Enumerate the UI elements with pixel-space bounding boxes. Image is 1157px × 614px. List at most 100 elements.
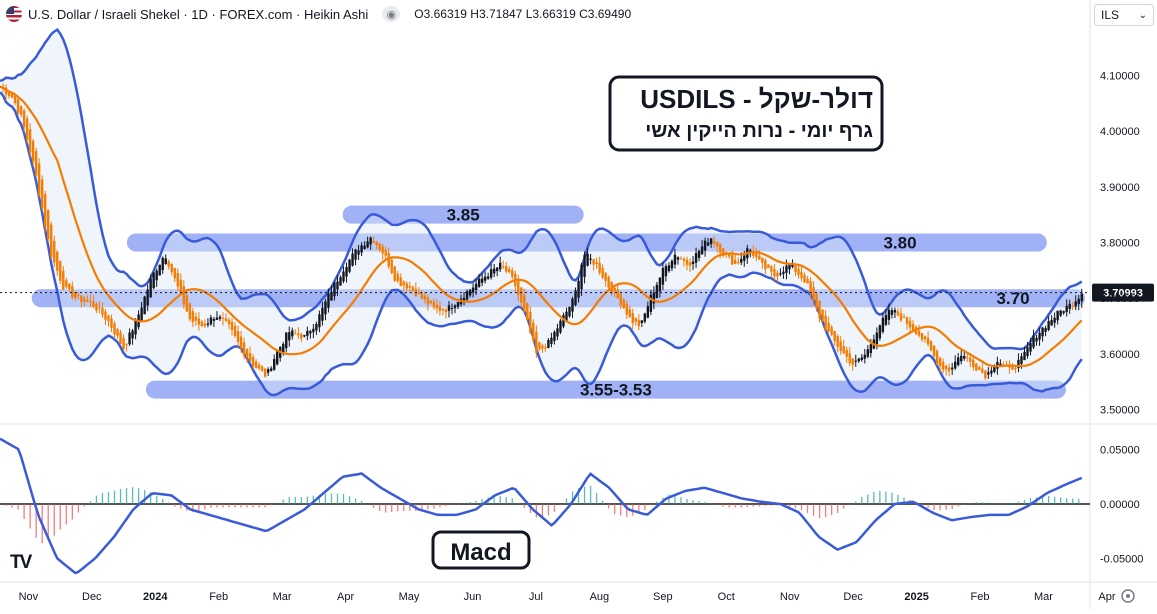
price-tick-label: 3.90000 — [1100, 182, 1140, 194]
candle-body — [1068, 303, 1071, 309]
candle-body — [631, 313, 634, 324]
candle-body — [896, 311, 900, 316]
candle-body — [194, 316, 198, 321]
candle-body — [474, 283, 478, 291]
candle-body — [339, 277, 342, 286]
time-tick-label: Sep — [653, 591, 673, 603]
candle-body — [360, 245, 363, 253]
candle-body — [1077, 298, 1080, 304]
candle-body — [342, 271, 345, 282]
visibility-toggle-icon[interactable]: ◉ — [382, 6, 401, 22]
tradingview-logo: TV — [10, 552, 32, 573]
candle-body — [77, 294, 80, 296]
candle-body — [68, 283, 71, 290]
candle-body — [291, 330, 294, 337]
level-labels: 3.85 3.80 3.70 3.55-3.53 — [447, 206, 1030, 400]
candle-body — [616, 289, 619, 299]
price-tick-label: 4.00000 — [1100, 126, 1140, 138]
candle-body — [1062, 311, 1065, 314]
candle-body — [963, 356, 966, 359]
candle-body — [517, 279, 520, 295]
candle-body — [408, 286, 412, 288]
candle-body — [369, 237, 372, 245]
candle-body — [628, 309, 631, 317]
candle-body — [423, 295, 427, 300]
last-price-label: 3.70993 — [1103, 288, 1143, 300]
candle-body — [327, 293, 330, 308]
candle-body — [167, 261, 170, 267]
candle-body — [990, 370, 993, 374]
candle-body — [95, 304, 98, 311]
candle-body — [86, 300, 89, 302]
currency-selector[interactable]: ILS ⌄ — [1094, 4, 1154, 26]
candle-body — [752, 251, 755, 256]
candle-body — [505, 266, 508, 272]
candle-body — [577, 280, 580, 298]
candle-body — [200, 321, 204, 326]
candle-body — [589, 258, 592, 260]
chevron-down-icon: ⌄ — [1138, 9, 1147, 21]
time-tick-label: Feb — [971, 591, 990, 603]
candle-body — [59, 261, 62, 281]
candle-body — [71, 286, 74, 298]
candle-body — [848, 353, 851, 364]
time-tick-label: Mar — [273, 591, 292, 603]
candle-body — [667, 265, 671, 272]
candle-body — [65, 280, 68, 287]
candle-body — [652, 292, 656, 304]
candle-body — [402, 281, 405, 286]
candle-body — [465, 291, 469, 300]
candle-body — [218, 316, 222, 319]
candle-body — [348, 259, 351, 272]
candle-body — [800, 271, 803, 279]
candle-body — [227, 319, 231, 325]
candle-body — [550, 337, 553, 344]
candle-body — [776, 272, 779, 277]
candle-body — [107, 315, 110, 322]
level-label: 3.70 — [996, 289, 1029, 308]
ohlc-readout: O3.66319 H3.71847 L3.66319 C3.69490 — [414, 7, 632, 21]
time-tick-label: Dec — [843, 591, 863, 603]
candle-body — [854, 360, 857, 362]
candle-body — [80, 295, 83, 303]
candle-body — [1020, 356, 1023, 364]
macd-line — [0, 437, 1083, 575]
candle-body — [661, 267, 665, 285]
candle-body — [1065, 305, 1068, 313]
candle-body — [788, 264, 791, 270]
candle-body — [740, 258, 743, 263]
upper-band-line — [0, 28, 1083, 351]
symbol-title[interactable]: U.S. Dollar / Israeli Shekel · 1D · FORE… — [28, 6, 369, 22]
candle-body — [532, 322, 535, 341]
candle-body — [785, 265, 788, 273]
candle-body — [182, 286, 186, 305]
candle-body — [92, 301, 95, 307]
candle-body — [224, 318, 228, 321]
candle-body — [345, 267, 348, 277]
candle-body — [285, 332, 288, 349]
settings-gear-icon[interactable] — [1121, 589, 1135, 603]
candle-body — [1071, 306, 1074, 308]
candle-body — [276, 351, 279, 365]
candle-body — [233, 325, 237, 337]
candle-body — [676, 257, 680, 260]
level-bands — [31, 205, 1085, 399]
candle-body — [905, 317, 909, 325]
title-line-2: גרף יומי - נרות הייקין אשי — [645, 120, 873, 142]
candle-body — [420, 293, 424, 299]
candle-body — [429, 301, 433, 304]
candle-body — [568, 306, 571, 317]
level-band — [342, 205, 584, 224]
candle-body — [767, 264, 770, 268]
candle-body — [378, 243, 381, 250]
candle-body — [486, 276, 490, 279]
candle-body — [245, 348, 249, 358]
candle-body — [98, 307, 101, 309]
candle-body — [571, 298, 574, 312]
level-label: 3.55-3.53 — [580, 381, 652, 400]
candle-body — [634, 318, 637, 322]
candle-body — [149, 278, 152, 298]
candle-body — [441, 308, 445, 311]
